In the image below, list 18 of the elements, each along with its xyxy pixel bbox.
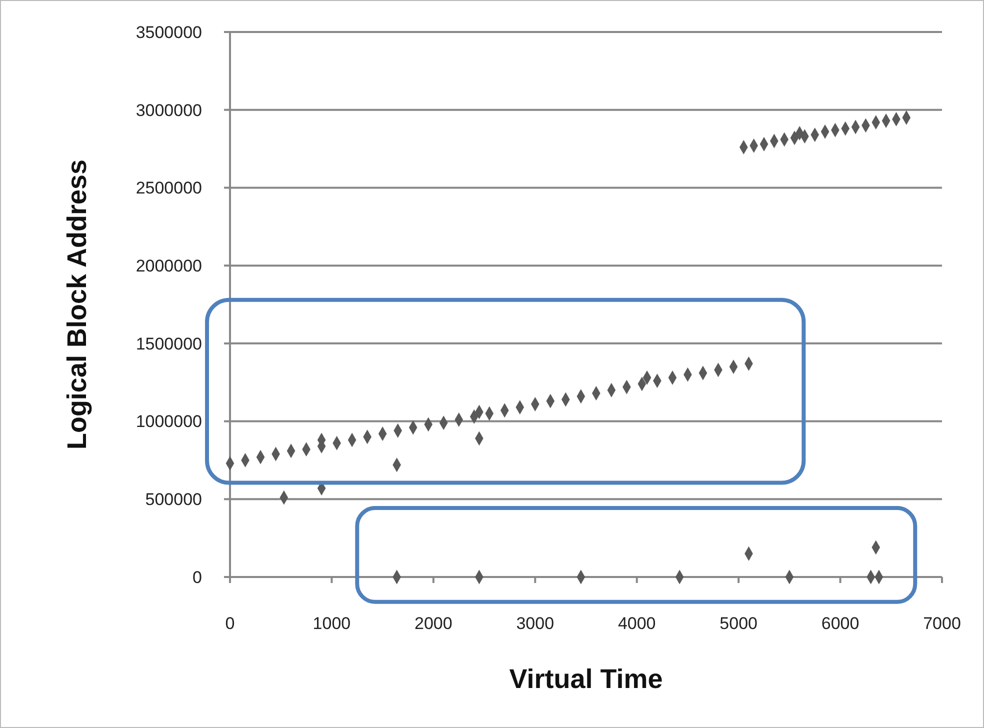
x-tick-label: 5000 xyxy=(720,614,758,633)
y-axis-title: Logical Block Address xyxy=(62,159,92,450)
x-tick-label: 6000 xyxy=(821,614,860,633)
x-tick-label: 1000 xyxy=(312,614,351,633)
x-tick-label: 3000 xyxy=(516,614,554,633)
x-tick-label: 0 xyxy=(225,614,235,633)
y-tick-label: 500000 xyxy=(145,490,202,510)
y-tick-label: 2500000 xyxy=(136,178,202,198)
x-tick-label: 7000 xyxy=(923,614,961,633)
y-tick-label: 1500000 xyxy=(136,334,202,354)
y-tick-label: 1000000 xyxy=(136,412,202,432)
x-tick-label: 2000 xyxy=(414,614,452,633)
y-tick-label: 2000000 xyxy=(136,256,202,276)
y-tick-label: 3500000 xyxy=(136,22,202,42)
y-tick-label: 3000000 xyxy=(136,100,202,120)
x-tick-label: 4000 xyxy=(618,614,656,633)
y-tick-label: 0 xyxy=(192,568,202,587)
x-axis-title: Virtual Time xyxy=(509,664,663,694)
